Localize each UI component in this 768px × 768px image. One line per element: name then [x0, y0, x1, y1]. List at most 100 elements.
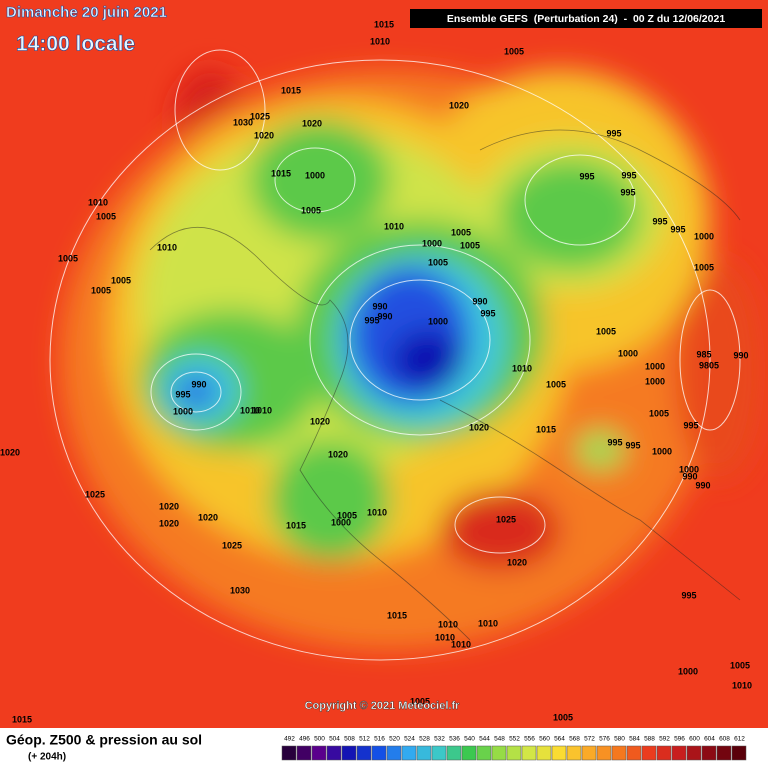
pressure-label: 1005	[301, 205, 321, 215]
pressure-label: 1000	[422, 238, 442, 248]
coastlines	[149, 129, 741, 641]
scale-swatch	[581, 745, 597, 761]
pressure-label: 1000	[173, 406, 193, 416]
pressure-label: 1015	[12, 714, 32, 724]
pressure-label: 1030	[233, 117, 253, 127]
scale-swatch	[401, 745, 417, 761]
scale-label: 548	[494, 736, 505, 743]
pressure-label: 1015	[286, 520, 306, 530]
pressure-label: 1005	[111, 275, 131, 285]
pressure-label: 1010	[438, 619, 458, 629]
geopotential-shading	[60, 70, 765, 650]
scale-label: 556	[524, 736, 535, 743]
pressure-label: 995	[579, 171, 594, 181]
pressure-label: 1005	[96, 211, 116, 221]
pressure-label: 1010	[732, 680, 752, 690]
pressure-label: 1000	[305, 170, 325, 180]
pressure-label: 1005	[460, 240, 480, 250]
pressure-label: 995	[621, 170, 636, 180]
scale-swatch	[281, 745, 297, 761]
scale-swatch	[371, 745, 387, 761]
scale-label: 608	[719, 736, 730, 743]
pressure-labels: 1015101010051015102010251030102010209951…	[0, 19, 752, 724]
isobars	[49, 49, 741, 661]
scale-label: 520	[389, 736, 400, 743]
scale-swatch	[521, 745, 537, 761]
pressure-label: 1030	[230, 585, 250, 595]
scale-swatch	[431, 745, 447, 761]
shade	[500, 160, 640, 270]
pressure-label: 1020	[328, 449, 348, 459]
pressure-label: 1020	[302, 118, 322, 128]
pressure-label: 995	[652, 216, 667, 226]
scale-label: 528	[419, 736, 430, 743]
scale-label: 532	[434, 736, 445, 743]
pressure-label: 1020	[0, 447, 20, 457]
scale-label: 592	[659, 736, 670, 743]
scale-label: 560	[539, 736, 550, 743]
scale-swatch	[461, 745, 477, 761]
pressure-label: 1010	[88, 197, 108, 207]
pressure-label: 1005	[91, 285, 111, 295]
pressure-label: 1025	[85, 489, 105, 499]
scale-swatch	[416, 745, 432, 761]
pressure-label: 1020	[159, 501, 179, 511]
pressure-label: 1010	[157, 242, 177, 252]
shade	[392, 330, 464, 390]
pressure-label: 1000	[678, 666, 698, 676]
scale-swatch	[686, 745, 702, 761]
pressure-label: 1010	[384, 221, 404, 231]
scale-label: 492	[284, 736, 295, 743]
scale-swatch	[626, 745, 642, 761]
scale-label: 564	[554, 736, 565, 743]
pressure-label: 1000	[645, 361, 665, 371]
color-scale: 492 496 500 504 508 512 516 520 524 528 532 536 540 5…	[281, 736, 747, 761]
scale-label: 508	[344, 736, 355, 743]
isobar	[309, 244, 531, 436]
scale-swatch	[536, 745, 552, 761]
isobar	[150, 353, 242, 431]
pressure-label: 990	[472, 296, 487, 306]
shade	[440, 490, 560, 570]
pressure-label: 990	[191, 379, 206, 389]
isobar	[524, 154, 636, 246]
pressure-label: 1020	[449, 100, 469, 110]
scale-label: 540	[464, 736, 475, 743]
pressure-label: 9805	[699, 360, 719, 370]
pressure-label: 1000	[694, 231, 714, 241]
pressure-label: 995	[681, 590, 696, 600]
pressure-label: 990	[682, 471, 697, 481]
pressure-label: 995	[175, 389, 190, 399]
scale-swatch	[356, 745, 372, 761]
pressure-label: 1025	[496, 514, 516, 524]
pressure-label: 1010	[512, 363, 532, 373]
pressure-label: 1000	[645, 376, 665, 386]
scale-swatch	[491, 745, 507, 761]
scale-swatch	[506, 745, 522, 761]
pressure-label: 1015	[374, 19, 394, 29]
pressure-label: 1010	[478, 618, 498, 628]
pressure-label: 1005	[337, 510, 357, 520]
pressure-label: 1015	[536, 424, 556, 434]
isobar	[174, 49, 266, 171]
scale-swatch	[311, 745, 327, 761]
pressure-label: 1005	[428, 257, 448, 267]
model-banner	[410, 9, 762, 28]
pressure-label: 1010	[252, 405, 272, 415]
scale-swatch	[701, 745, 717, 761]
pressure-label: 1015	[387, 610, 407, 620]
pressure-label: 1010	[451, 639, 471, 649]
scale-label: 584	[629, 736, 640, 743]
pressure-label: 1020	[254, 130, 274, 140]
scale-swatch	[551, 745, 567, 761]
scale-label: 552	[509, 736, 520, 743]
footer-lead: (+ 204h)	[28, 752, 66, 763]
scale-label: 596	[674, 736, 685, 743]
pressure-label: 995	[606, 128, 621, 138]
pressure-label: 995	[607, 437, 622, 447]
pressure-label: 1010	[370, 36, 390, 46]
pressure-label: 985	[696, 349, 711, 359]
scale-swatch	[446, 745, 462, 761]
scale-swatch	[731, 745, 747, 761]
